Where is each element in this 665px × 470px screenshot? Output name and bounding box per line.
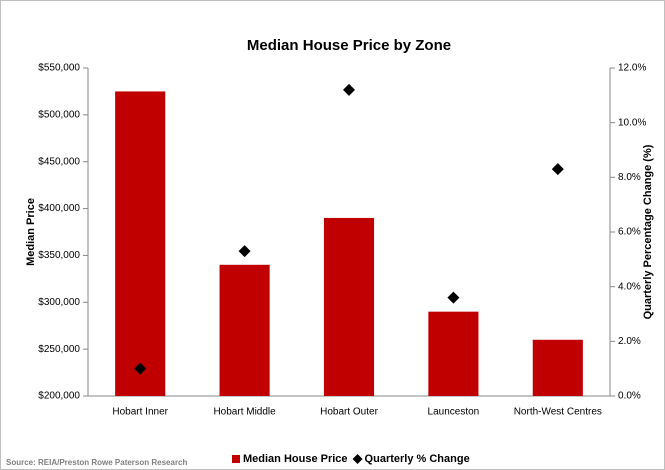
legend-swatch <box>232 455 240 463</box>
bar <box>428 311 479 396</box>
y2-tick-label: 10.0% <box>618 117 646 128</box>
marker <box>447 291 460 304</box>
bar <box>115 91 166 396</box>
y2-tick-label: 4.0% <box>618 281 641 292</box>
bar <box>323 217 375 396</box>
marker <box>551 163 564 176</box>
chart-title: Median House Price by Zone <box>247 37 451 54</box>
y-tick-label: $500,000 <box>38 109 80 120</box>
y-tick-label: $450,000 <box>38 156 80 167</box>
bar <box>219 264 270 396</box>
x-tick-label: North-West Centres <box>514 407 602 418</box>
marker <box>343 83 355 96</box>
source-note: Source: REIA/Preston Rowe Paterson Resea… <box>6 458 188 467</box>
marker <box>238 245 251 258</box>
x-tick-label: Hobart Outer <box>320 407 378 418</box>
legend-label: Quarterly % Change <box>365 453 470 465</box>
y2-tick-label: 8.0% <box>618 172 641 183</box>
y2-tick-label: 12.0% <box>618 63 646 74</box>
y-tick-label: $300,000 <box>38 297 80 308</box>
y-tick-label: $400,000 <box>38 203 80 214</box>
y2-tick-label: 2.0% <box>618 336 641 347</box>
y2-axis-title: Quarterly Percentage Change (%) <box>642 144 654 319</box>
bar <box>532 339 583 396</box>
x-tick-label: Hobart Inner <box>112 407 168 418</box>
y-tick-label: $550,000 <box>38 63 80 74</box>
x-tick-label: Hobart Middle <box>213 407 276 418</box>
y2-tick-label: 0.0% <box>618 391 641 402</box>
marker <box>134 362 147 375</box>
y-tick-label: $250,000 <box>38 344 80 355</box>
legend-swatch <box>352 454 363 464</box>
legend-label: Median House Price <box>243 453 348 465</box>
y-axis-title: Median Price <box>25 198 37 266</box>
y-tick-label: $350,000 <box>38 250 80 261</box>
x-tick-label: Launceston <box>428 407 480 418</box>
y-tick-label: $200,000 <box>38 391 80 402</box>
y2-tick-label: 6.0% <box>618 227 641 238</box>
